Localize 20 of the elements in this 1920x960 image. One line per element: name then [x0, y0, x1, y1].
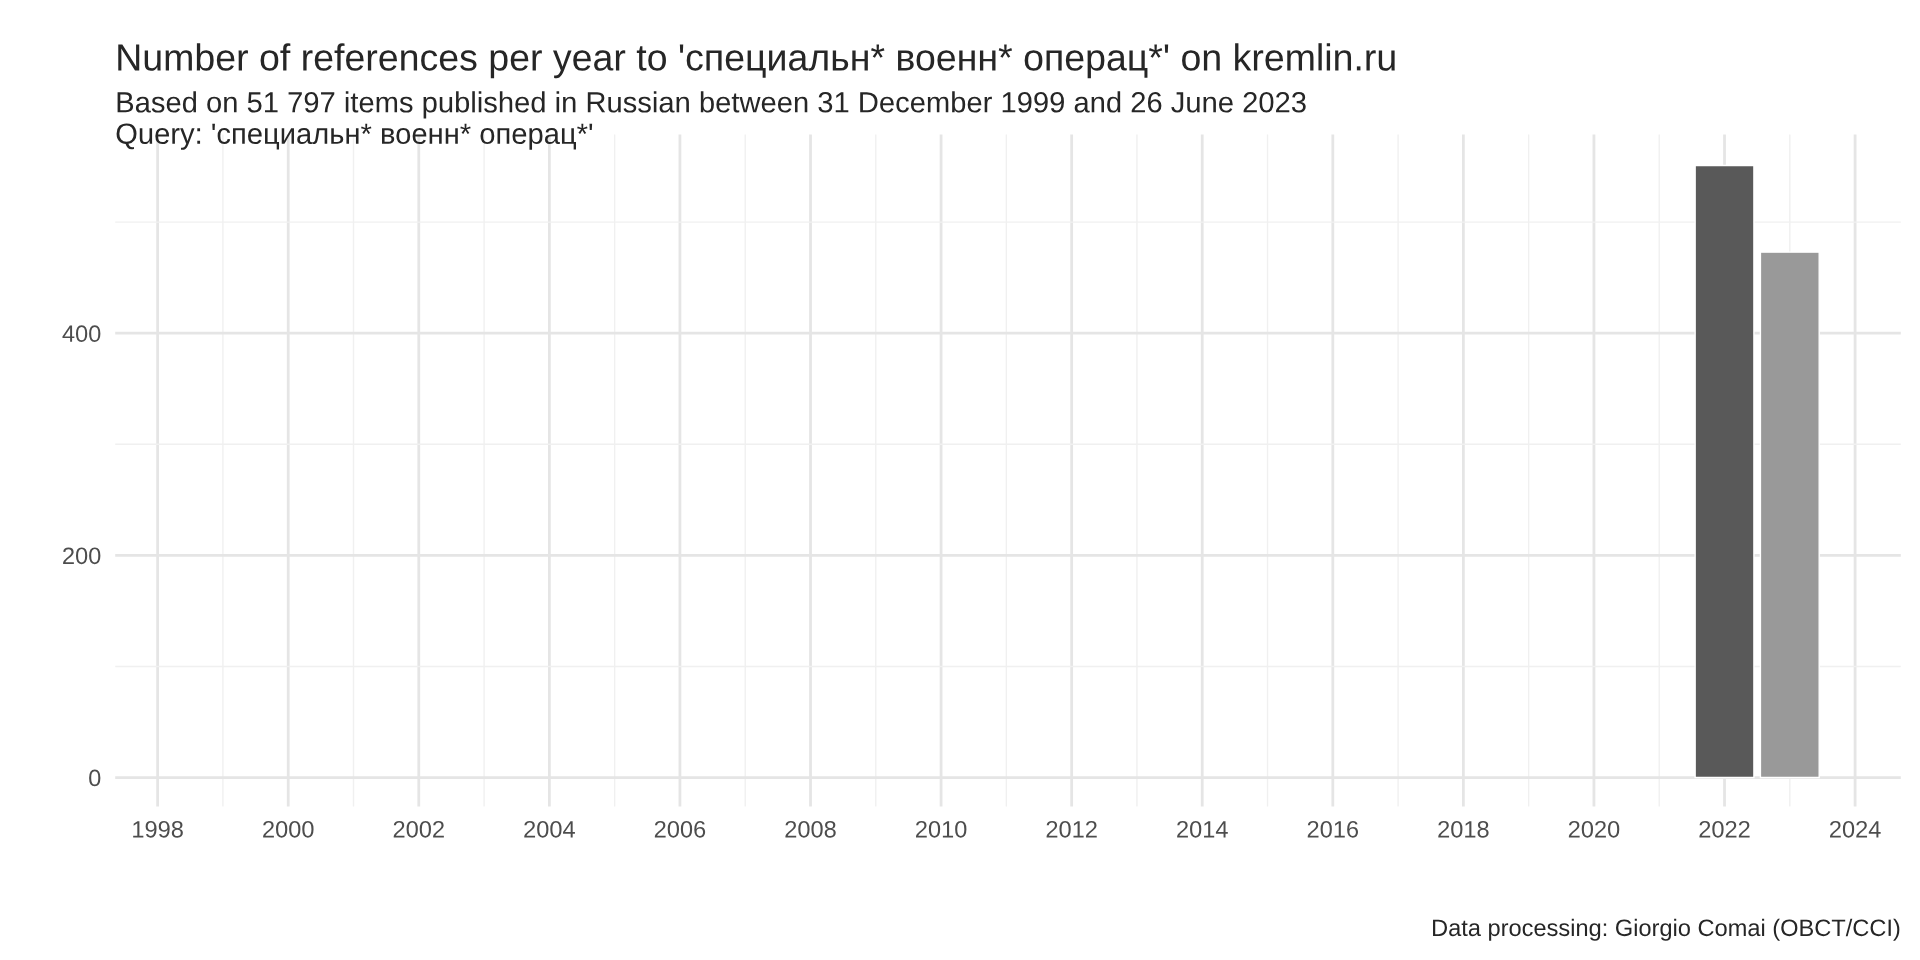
- x-tick-label: 2014: [1177, 820, 1228, 838]
- x-tick-label: 2012: [1046, 820, 1097, 838]
- x-tick-label: 2010: [916, 820, 967, 838]
- chart-title: Number of references per year to 'специальн* военн* операц*' on kremlin.ru: [118, 43, 1395, 79]
- x-tick-label: 2022: [1699, 820, 1750, 838]
- chart-subtitle: Based on 51 797 items published in Russian between 31 December 1999 and 26 June 2023 Query: 'специальн* военн* операц*': [116, 91, 1306, 150]
- x-tick-label: 2004: [524, 820, 575, 838]
- x-tick-label: 2020: [1568, 820, 1620, 838]
- x-tick-label: 2008: [785, 820, 836, 838]
- text: Data processing: Giorgio Comai (OBCT/CCI): [1433, 918, 1900, 941]
- x-tick-label: 2000: [263, 820, 314, 838]
- x-tick-label: 2018: [1438, 820, 1489, 838]
- y-tick-label: 200: [63, 547, 101, 565]
- x-tick-label: 1998: [133, 820, 183, 838]
- x-tick-label: 2024: [1830, 820, 1881, 838]
- y-tick-label: 0: [89, 769, 101, 787]
- x-tick-label: 2002: [393, 820, 444, 838]
- x-tick-label: 2006: [654, 820, 706, 838]
- y-tick-label: 400: [62, 325, 101, 343]
- x-tick-label: 2016: [1307, 820, 1359, 838]
